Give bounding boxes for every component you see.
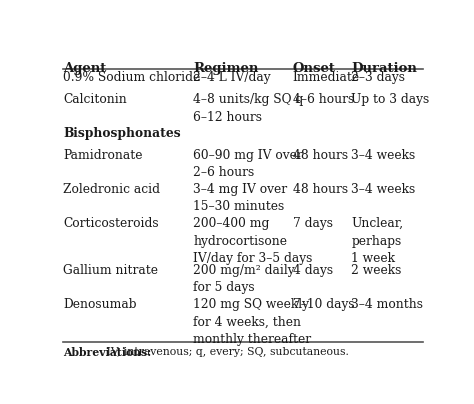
Text: 3–4 weeks: 3–4 weeks [351, 149, 416, 162]
Text: Calcitonin: Calcitonin [63, 93, 127, 106]
Text: Gallium nitrate: Gallium nitrate [63, 264, 158, 277]
Text: Unclear,
perhaps
1 week: Unclear, perhaps 1 week [351, 217, 403, 265]
Text: Onset: Onset [292, 61, 336, 75]
Text: Regimen: Regimen [193, 61, 259, 75]
Text: 200–400 mg
hydrocortisone
IV/day for 3–5 days: 200–400 mg hydrocortisone IV/day for 3–5… [193, 217, 313, 265]
Text: Up to 3 days: Up to 3 days [351, 93, 429, 106]
Text: Corticosteroids: Corticosteroids [63, 217, 158, 230]
Text: 48 hours: 48 hours [292, 149, 347, 162]
Text: 7 days: 7 days [292, 217, 333, 230]
Text: 120 mg SQ weekly
for 4 weeks, then
monthly thereafter: 120 mg SQ weekly for 4 weeks, then month… [193, 298, 311, 346]
Text: Immediate: Immediate [292, 72, 360, 84]
Text: Agent: Agent [63, 61, 106, 75]
Text: Denosumab: Denosumab [63, 298, 137, 311]
Text: 4 days: 4 days [292, 264, 333, 277]
Text: Abbreviations:: Abbreviations: [63, 347, 151, 358]
Text: 60–90 mg IV over
2–6 hours: 60–90 mg IV over 2–6 hours [193, 149, 303, 179]
Text: 3–4 weeks: 3–4 weeks [351, 183, 416, 196]
Text: 3–4 mg IV over
15–30 minutes: 3–4 mg IV over 15–30 minutes [193, 183, 287, 213]
Text: Bisphosphonates: Bisphosphonates [63, 127, 181, 140]
Text: Zoledronic acid: Zoledronic acid [63, 183, 160, 196]
Text: 7–10 days: 7–10 days [292, 298, 354, 311]
Text: 48 hours: 48 hours [292, 183, 347, 196]
Text: 2 weeks: 2 weeks [351, 264, 401, 277]
Text: 4–8 units/kg SQ q
6–12 hours: 4–8 units/kg SQ q 6–12 hours [193, 93, 303, 124]
Text: 0.9% Sodium chloride: 0.9% Sodium chloride [63, 72, 200, 84]
Text: 200 mg/m² daily
for 5 days: 200 mg/m² daily for 5 days [193, 264, 295, 294]
Text: Duration: Duration [351, 61, 417, 75]
Text: 4–6 hours: 4–6 hours [292, 93, 354, 106]
Text: 2–4 L IV/day: 2–4 L IV/day [193, 72, 271, 84]
Text: Pamidronate: Pamidronate [63, 149, 142, 162]
Text: IV, intravenous; q, every; SQ, subcutaneous.: IV, intravenous; q, every; SQ, subcutane… [102, 347, 348, 357]
Text: 2–3 days: 2–3 days [351, 72, 405, 84]
Text: 3–4 months: 3–4 months [351, 298, 423, 311]
